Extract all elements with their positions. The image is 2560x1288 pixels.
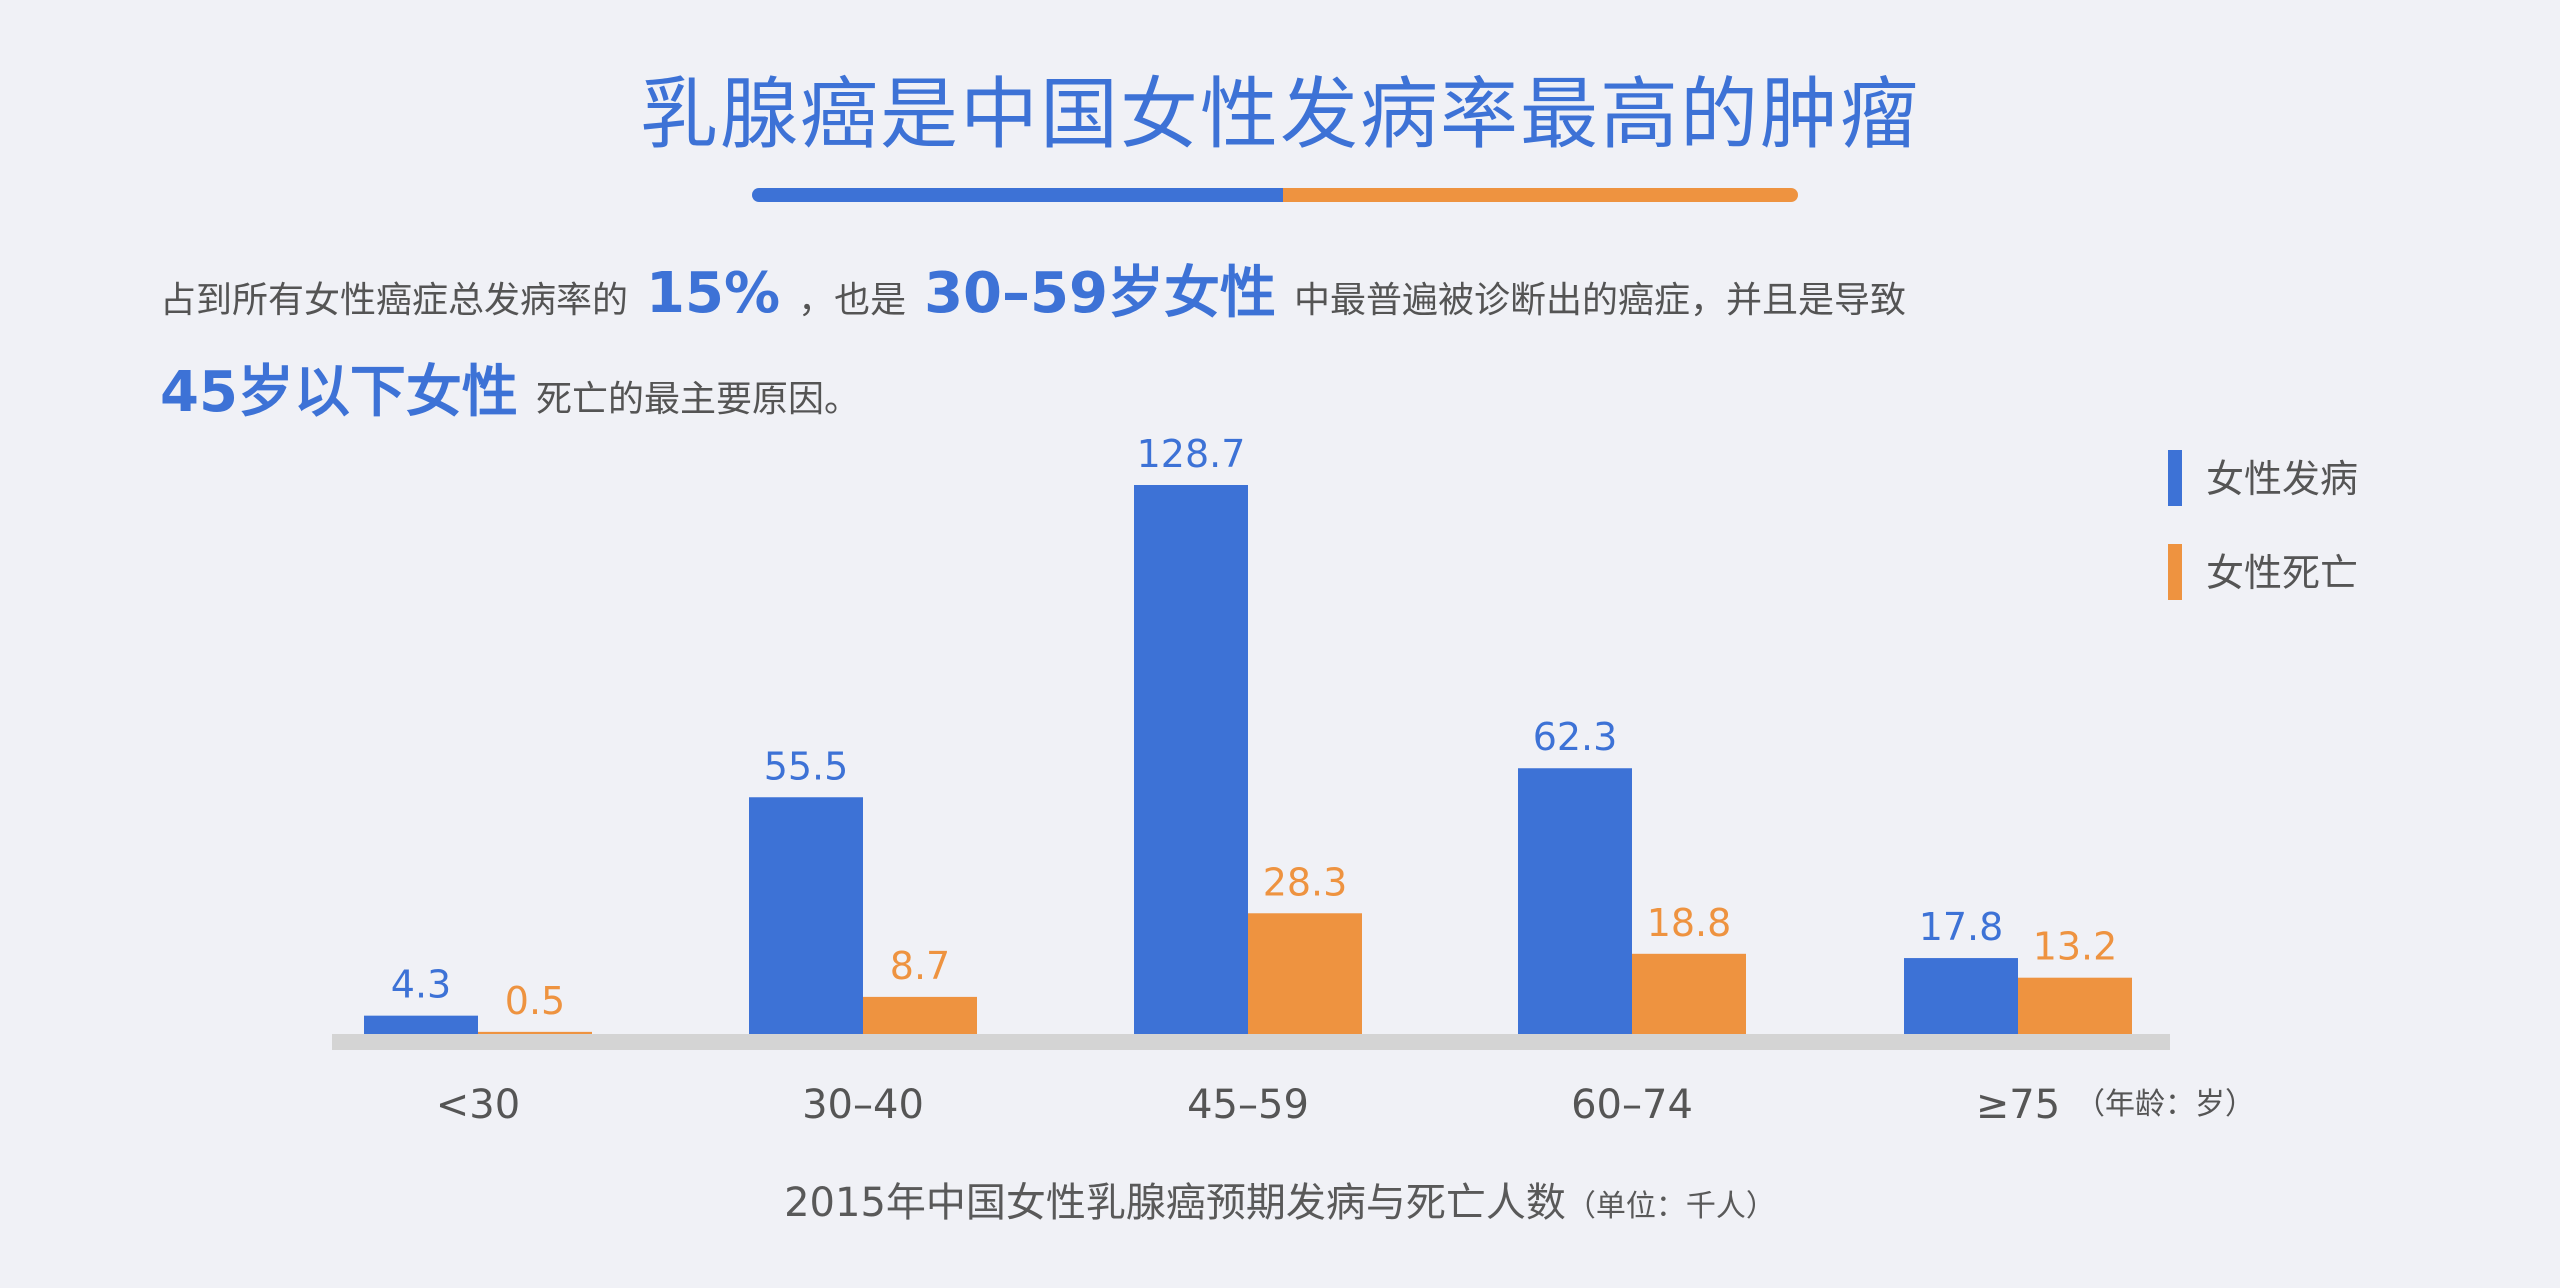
bar-incidence <box>1904 958 2018 1034</box>
legend-label-death: 女性死亡 <box>2206 551 2358 595</box>
data-label-incidence: 55.5 <box>764 744 849 788</box>
desc-text-1: 占到所有女性癌症总发病率的 <box>160 280 629 321</box>
bar-death <box>478 1031 592 1034</box>
data-label-incidence: 17.8 <box>1919 905 2004 949</box>
x-unit-label: （年龄：岁） <box>2075 1087 2255 1122</box>
data-label-death: 18.8 <box>1647 901 1732 945</box>
x-tick-label: ≥75 <box>1976 1082 2060 1128</box>
legend-swatch-death <box>2168 544 2182 600</box>
bar-incidence <box>1134 485 1248 1034</box>
title-underline <box>752 188 1798 202</box>
desc-highlight-2: 30–59岁女性 <box>924 261 1276 326</box>
data-label-incidence: 4.3 <box>391 963 451 1007</box>
bar-death <box>1632 953 1746 1034</box>
data-label-incidence: 62.3 <box>1533 715 1618 759</box>
data-label-death: 0.5 <box>505 979 565 1023</box>
page-title: 乳腺癌是中国女性发病率最高的肿瘤 <box>639 70 1920 160</box>
data-label-death: 13.2 <box>2033 925 2118 969</box>
bar-death <box>863 996 977 1034</box>
data-label-death: 28.3 <box>1263 860 1348 904</box>
chart-caption: 2015年中国女性乳腺癌预期发病与死亡人数（单位：千人） <box>0 1170 2560 1228</box>
desc-highlight-3: 45岁以下女性 <box>160 360 518 425</box>
legend-label-incidence: 女性发病 <box>2206 457 2358 501</box>
bar-incidence <box>749 797 863 1034</box>
data-label-incidence: 128.7 <box>1137 432 1246 476</box>
x-tick-label: 30–40 <box>802 1082 924 1128</box>
chart-baseline <box>332 1034 2170 1050</box>
caption-main: 2015年中国女性乳腺癌预期发病与死亡人数 <box>784 1180 1566 1226</box>
underline-blue <box>752 188 1283 202</box>
desc-highlight-1: 15% <box>646 261 781 326</box>
desc-text-3: 中最普遍被诊断出的癌症，并且是导致 <box>1293 280 1906 321</box>
x-tick-label: 60–74 <box>1571 1082 1693 1128</box>
underline-orange <box>1283 188 1798 202</box>
bar-incidence <box>1518 768 1632 1034</box>
bar-incidence <box>364 1015 478 1034</box>
data-label-death: 8.7 <box>890 944 950 988</box>
desc-text-2: ，也是 <box>798 280 907 321</box>
x-tick-label: <30 <box>436 1082 520 1128</box>
caption-unit: （单位：千人） <box>1565 1189 1776 1224</box>
desc-text-4: 死亡的最主要原因。 <box>535 379 860 420</box>
description: 占到所有女性癌症总发病率的 15% ，也是 30–59岁女性 中最普遍被诊断出的癌症，并… <box>160 248 2430 446</box>
bar-death <box>2018 977 2132 1034</box>
x-tick-label: 45–59 <box>1187 1082 1309 1128</box>
legend-swatch-incidence <box>2168 450 2182 506</box>
bar-death <box>1248 913 1362 1034</box>
